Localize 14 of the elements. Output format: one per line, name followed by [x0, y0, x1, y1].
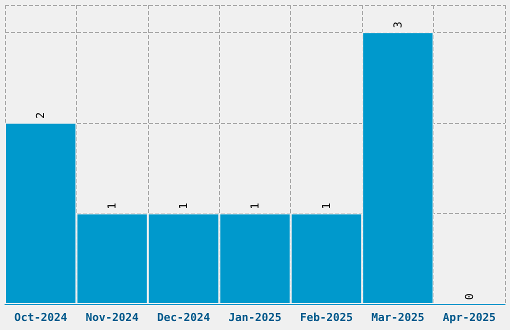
data-label: 1	[320, 202, 333, 210]
data-label: 0	[462, 293, 476, 300]
x-tick-label: Apr-2025	[442, 311, 496, 324]
data-label: 1	[248, 202, 262, 210]
x-tick-label: Jan-2025	[228, 311, 282, 324]
x-tick-label: Nov-2024	[86, 311, 140, 324]
data-label: 2	[34, 112, 48, 119]
x-tick-label: Oct-2024	[14, 311, 68, 324]
x-tick-label: Dec-2024	[157, 311, 210, 324]
data-label: 1	[106, 202, 119, 210]
data-label: 1	[177, 202, 190, 210]
data-label: 3	[391, 22, 404, 28]
x-tick-label: Mar-2025	[371, 311, 424, 324]
x-tick-label: Feb-2025	[300, 311, 353, 324]
